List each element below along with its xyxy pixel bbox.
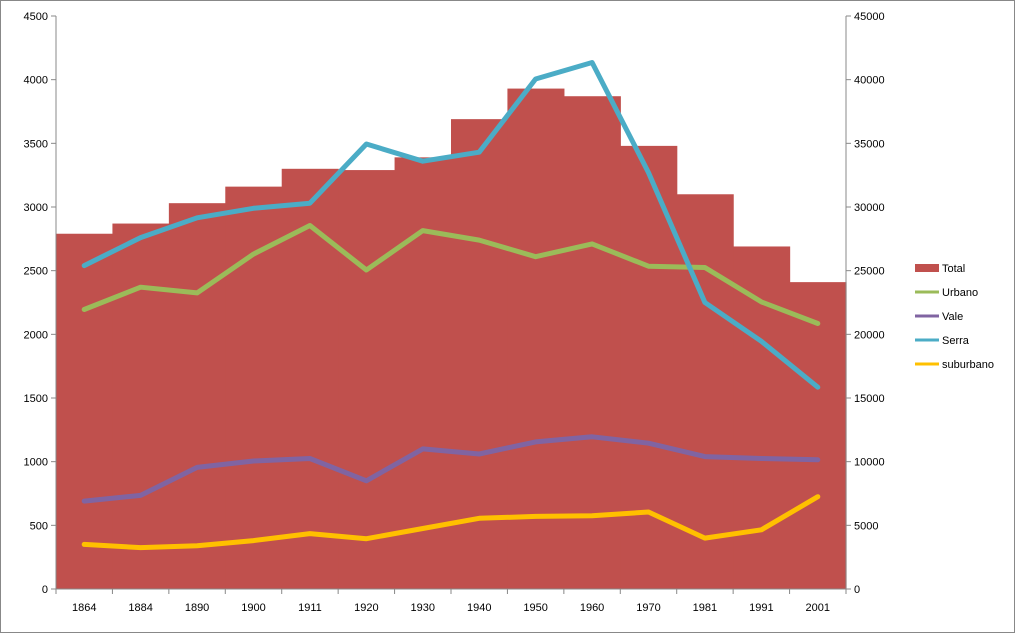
y-left-tick-label-3000: 3000 <box>24 202 48 214</box>
area-layer <box>56 88 847 590</box>
legend-label-total: Total <box>942 263 965 275</box>
area-bar-total-1940 <box>451 119 509 589</box>
legend-label-suburbano: suburbano <box>942 359 994 371</box>
y-left-tick-label-1000: 1000 <box>24 457 48 469</box>
x-tick-label-1911: 1911 <box>298 602 322 614</box>
area-bar-total-1991 <box>733 246 791 589</box>
y-left-tick-label-0: 0 <box>42 584 48 596</box>
y-right-tick-label-0: 0 <box>854 584 860 596</box>
area-bar-total-1864 <box>56 233 114 590</box>
y-left-tick-label-4000: 4000 <box>24 75 48 87</box>
legend: Total Urbano Vale Serra suburbano <box>915 263 994 371</box>
x-tick-label-1991: 1991 <box>749 602 773 614</box>
y-left-tick-label-2500: 2500 <box>24 266 48 278</box>
y-left-tick-label-2000: 2000 <box>24 329 48 341</box>
area-bar-total-1900 <box>225 186 283 590</box>
area-bar-total-1950 <box>507 88 565 589</box>
series-line-suburbano <box>81 494 821 551</box>
legend-label-vale: Vale <box>942 311 963 323</box>
lines-layer <box>81 60 821 551</box>
y-left-tick-label-4500: 4500 <box>24 11 48 23</box>
x-tick-label-1960: 1960 <box>580 602 604 614</box>
legend-label-serra: Serra <box>942 335 970 347</box>
legend-label-urbano: Urbano <box>942 287 978 299</box>
axes-layer: 0500100015002000250030003500400045000500… <box>24 11 885 614</box>
x-tick-label-2001: 2001 <box>806 602 830 614</box>
legend-swatch-total <box>915 264 939 272</box>
area-bar-total-1890 <box>168 203 226 589</box>
y-left-tick-label-1500: 1500 <box>24 393 48 405</box>
area-bar-total-1920 <box>338 170 396 589</box>
area-bar-total-2001 <box>789 282 847 589</box>
series-line-serra <box>81 60 821 390</box>
area-bar-total-1911 <box>281 168 339 590</box>
x-tick-label-1940: 1940 <box>467 602 491 614</box>
x-tick-label-1920: 1920 <box>354 602 378 614</box>
y-right-tick-label-45000: 45000 <box>854 11 885 23</box>
y-right-tick-label-20000: 20000 <box>854 329 885 341</box>
y-right-tick-label-15000: 15000 <box>854 393 885 405</box>
y-right-tick-label-5000: 5000 <box>854 520 878 532</box>
area-bar-total-1960 <box>563 96 621 589</box>
area-bar-total-1884 <box>112 223 170 589</box>
x-tick-label-1900: 1900 <box>241 602 265 614</box>
x-tick-label-1981: 1981 <box>693 602 717 614</box>
y-right-tick-label-30000: 30000 <box>854 202 885 214</box>
y-right-tick-label-25000: 25000 <box>854 266 885 278</box>
y-right-tick-label-40000: 40000 <box>854 75 885 87</box>
series-line-vale <box>81 434 821 504</box>
y-left-tick-label-500: 500 <box>30 520 48 532</box>
x-tick-label-1930: 1930 <box>411 602 435 614</box>
x-tick-label-1950: 1950 <box>523 602 547 614</box>
x-tick-label-1890: 1890 <box>185 602 209 614</box>
y-right-tick-label-10000: 10000 <box>854 457 885 469</box>
y-left-tick-label-3500: 3500 <box>24 138 48 150</box>
x-tick-label-1884: 1884 <box>128 602 152 614</box>
x-tick-label-1970: 1970 <box>636 602 660 614</box>
x-tick-label-1864: 1864 <box>72 602 96 614</box>
series-line-urbano <box>81 223 821 326</box>
y-right-tick-label-35000: 35000 <box>854 138 885 150</box>
